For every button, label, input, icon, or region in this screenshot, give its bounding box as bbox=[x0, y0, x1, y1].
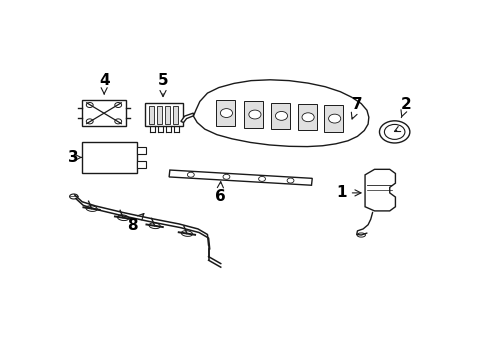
Bar bbox=[82, 100, 126, 126]
Polygon shape bbox=[365, 169, 395, 211]
Ellipse shape bbox=[118, 215, 129, 221]
Polygon shape bbox=[216, 100, 235, 126]
Bar bbox=[165, 105, 170, 123]
Bar bbox=[82, 141, 137, 174]
Circle shape bbox=[385, 125, 405, 139]
Text: 3: 3 bbox=[69, 150, 82, 165]
Text: 1: 1 bbox=[336, 185, 361, 201]
Ellipse shape bbox=[149, 223, 160, 229]
Bar bbox=[137, 147, 146, 154]
Polygon shape bbox=[324, 105, 343, 132]
Ellipse shape bbox=[86, 206, 97, 211]
Text: 6: 6 bbox=[215, 182, 225, 204]
Bar bbox=[172, 105, 178, 123]
Bar bbox=[145, 103, 183, 126]
Polygon shape bbox=[245, 102, 264, 128]
Polygon shape bbox=[194, 80, 369, 147]
Circle shape bbox=[220, 109, 233, 117]
Text: 2: 2 bbox=[401, 97, 412, 118]
Polygon shape bbox=[271, 103, 290, 129]
Circle shape bbox=[249, 110, 261, 119]
Circle shape bbox=[302, 113, 314, 122]
Ellipse shape bbox=[70, 194, 78, 199]
Circle shape bbox=[329, 114, 341, 123]
Circle shape bbox=[379, 121, 410, 143]
Polygon shape bbox=[181, 113, 194, 122]
Text: 8: 8 bbox=[127, 213, 144, 233]
Circle shape bbox=[287, 178, 294, 183]
Polygon shape bbox=[297, 104, 317, 130]
Circle shape bbox=[223, 174, 230, 179]
Circle shape bbox=[187, 172, 194, 177]
Circle shape bbox=[259, 176, 266, 181]
Text: 4: 4 bbox=[99, 73, 109, 94]
Bar bbox=[137, 161, 146, 168]
Circle shape bbox=[275, 112, 288, 120]
Bar bbox=[148, 105, 154, 123]
Text: 5: 5 bbox=[158, 73, 169, 96]
Bar bbox=[157, 105, 162, 123]
Ellipse shape bbox=[181, 231, 193, 237]
Ellipse shape bbox=[357, 233, 366, 237]
Polygon shape bbox=[169, 170, 312, 185]
Text: 7: 7 bbox=[351, 97, 363, 119]
